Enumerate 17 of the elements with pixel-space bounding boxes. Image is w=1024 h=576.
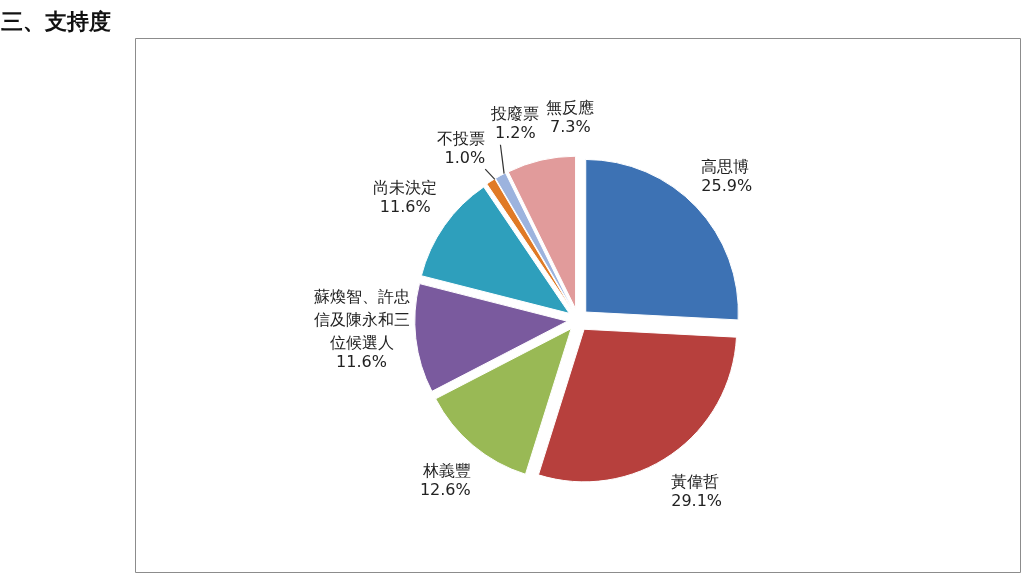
slice-label: 林義豐 [421, 460, 471, 480]
data-label: 12.6% [419, 479, 471, 499]
data-label: 1.0% [444, 147, 486, 167]
data-label: 29.1% [671, 491, 723, 511]
text: 三、支持度 [0, 7, 111, 34]
slice-label: 蘇煥智、許忠信及陳永和三位候選人 [313, 287, 410, 353]
data-label: 11.6% [379, 197, 431, 217]
slice-label: 投廢票 [490, 104, 540, 124]
data-label: 11.6% [336, 352, 387, 372]
slice-label: 尚未決定 [373, 178, 438, 198]
slice-label: 無反應 [546, 97, 595, 117]
data-label: 1.2% [495, 123, 536, 143]
slice-label: 不投票 [437, 128, 486, 148]
slice-label: 高思博 [701, 157, 750, 177]
data-label: 25.9% [701, 176, 753, 196]
slice-label: 黃偉哲 [671, 472, 720, 492]
data-label: 7.3% [550, 116, 591, 136]
